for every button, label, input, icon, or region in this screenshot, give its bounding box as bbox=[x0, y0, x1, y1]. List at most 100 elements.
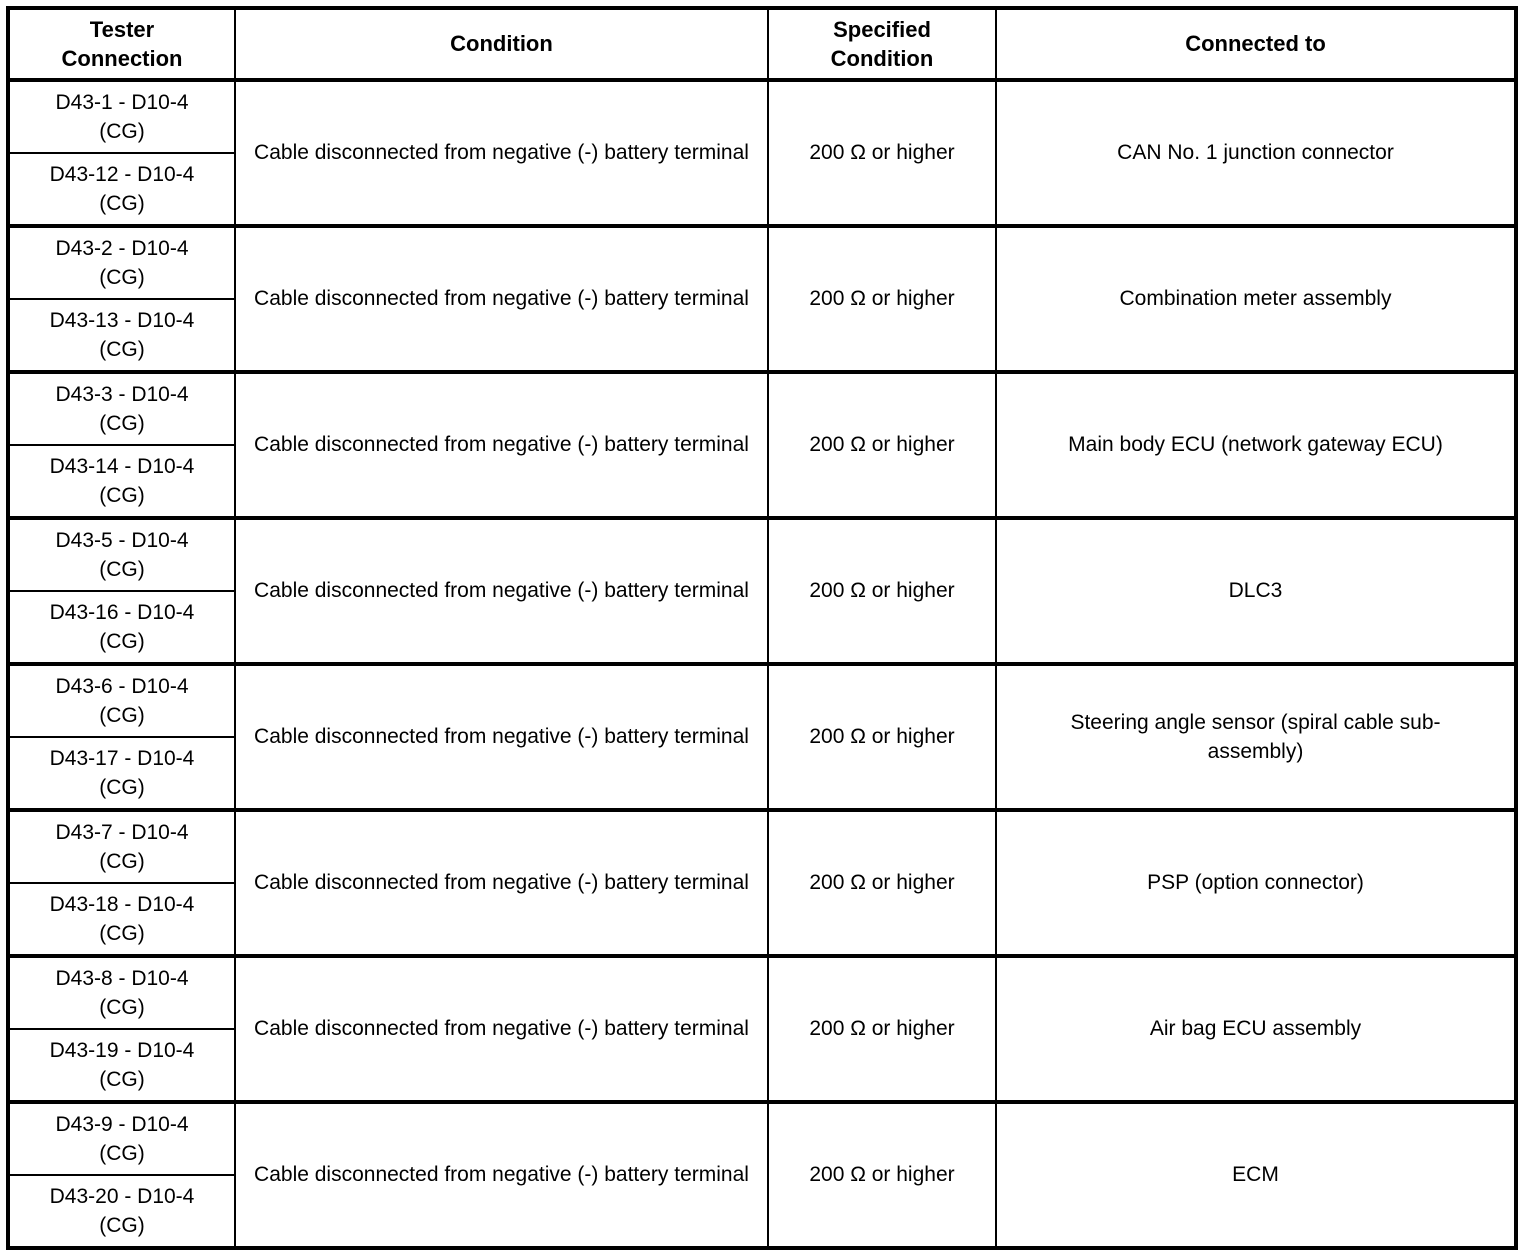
specified-condition-value: 200 Ω or higher bbox=[809, 871, 955, 895]
header-specified-condition: Specified Condition bbox=[767, 6, 997, 82]
condition-value: Cable disconnected from negative (-) bat… bbox=[254, 141, 749, 165]
tester-connection-cell: D43-3 - D10-4 (CG) bbox=[7, 370, 236, 446]
condition-cell: Cable disconnected from negative (-) bat… bbox=[234, 370, 769, 519]
table-body: D43-1 - D10-4 (CG) Cable disconnected from… bbox=[7, 78, 1517, 1249]
specified-condition-cell: 200 Ω or higher bbox=[767, 1100, 997, 1249]
tester-connection-cg: (CG) bbox=[99, 922, 145, 945]
tester-connection-pins: D43-18 - D10-4 bbox=[49, 892, 195, 916]
condition-cell: Cable disconnected from negative (-) bat… bbox=[234, 662, 769, 811]
tester-connection-pins: D43-9 - D10-4 bbox=[55, 1112, 189, 1136]
tester-connection-pins: D43-6 - D10-4 bbox=[55, 674, 189, 698]
condition-cell: Cable disconnected from negative (-) bat… bbox=[234, 954, 769, 1103]
connected-to-value: Air bag ECU assembly bbox=[1149, 1017, 1362, 1041]
tester-connection-cg: (CG) bbox=[99, 484, 145, 507]
specified-condition-cell: 200 Ω or higher bbox=[767, 224, 997, 373]
specified-condition-cell: 200 Ω or higher bbox=[767, 954, 997, 1103]
tester-connection-pins: D43-7 - D10-4 bbox=[55, 820, 189, 844]
table-header: Tester Connection Condition Specified Co… bbox=[7, 6, 1517, 82]
table-row: D43-2 - D10-4 (CG) Cable disconnected from… bbox=[7, 224, 1517, 373]
specified-condition-value: 200 Ω or higher bbox=[809, 1017, 955, 1041]
connected-to-value: Main body ECU (network gateway ECU) bbox=[1068, 433, 1443, 457]
specified-condition-value: 200 Ω or higher bbox=[809, 287, 955, 311]
specified-condition-value: 200 Ω or higher bbox=[809, 433, 955, 457]
table-row: D43-16 - D10-4 (CG) bbox=[7, 590, 1516, 665]
tester-connection-cell: D43-1 - D10-4 (CG) bbox=[7, 78, 236, 154]
tester-connection-pins: D43-13 - D10-4 bbox=[49, 308, 195, 332]
specified-condition-cell: 200 Ω or higher bbox=[767, 662, 997, 811]
tester-connection-cell: D43-18 - D10-4 (CG) bbox=[7, 882, 236, 957]
tester-connection-cg: (CG) bbox=[99, 1214, 145, 1237]
tester-connection-pins: D43-16 - D10-4 bbox=[49, 600, 195, 624]
tester-connection-pins: D43-1 - D10-4 bbox=[55, 90, 189, 114]
tester-connection-cell: D43-19 - D10-4 (CG) bbox=[7, 1028, 236, 1103]
tester-connection-cg: (CG) bbox=[99, 1068, 145, 1091]
connected-to-value: Steering angle sensor (spiral cable sub-… bbox=[1070, 710, 1441, 763]
tester-connection-cell: D43-9 - D10-4 (CG) bbox=[7, 1100, 236, 1176]
table-row: D43-3 - D10-4 (CG) Cable disconnected from… bbox=[7, 370, 1517, 519]
condition-cell: Cable disconnected from negative (-) bat… bbox=[234, 808, 769, 957]
tester-connection-cell: D43-7 - D10-4 (CG) bbox=[7, 808, 236, 884]
tester-connection-cell: D43-14 - D10-4 (CG) bbox=[7, 444, 236, 519]
header-condition: Condition bbox=[234, 6, 769, 82]
table-row: D43-18 - D10-4 (CG) bbox=[7, 882, 1516, 957]
tester-connection-pins: D43-5 - D10-4 bbox=[55, 528, 189, 552]
connected-to-cell: PSP (option connector) bbox=[995, 808, 1517, 957]
header-row: Tester Connection Condition Specified Co… bbox=[7, 6, 1517, 82]
tester-connection-pins: D43-20 - D10-4 bbox=[49, 1184, 195, 1208]
header-condition-label: Condition bbox=[450, 31, 553, 57]
tester-connection-pins: D43-14 - D10-4 bbox=[49, 454, 195, 478]
specified-condition-value: 200 Ω or higher bbox=[809, 1163, 955, 1187]
tester-connection-cell: D43-17 - D10-4 (CG) bbox=[7, 736, 236, 811]
tester-connection-spec-table: Tester Connection Condition Specified Co… bbox=[6, 6, 1518, 1250]
table-row: D43-20 - D10-4 (CG) bbox=[7, 1174, 1516, 1249]
header-connected-to: Connected to bbox=[995, 6, 1517, 82]
condition-cell: Cable disconnected from negative (-) bat… bbox=[234, 516, 769, 665]
table-row: D43-6 - D10-4 (CG) Cable disconnected from… bbox=[7, 662, 1517, 811]
connected-to-value: Combination meter assembly bbox=[1119, 287, 1392, 311]
tester-connection-cg: (CG) bbox=[99, 558, 145, 581]
tester-connection-cg: (CG) bbox=[99, 120, 145, 143]
specified-condition-cell: 200 Ω or higher bbox=[767, 516, 997, 665]
tester-connection-cell: D43-6 - D10-4 (CG) bbox=[7, 662, 236, 738]
condition-value: Cable disconnected from negative (-) bat… bbox=[254, 433, 749, 457]
table-row: D43-7 - D10-4 (CG) Cable disconnected from… bbox=[7, 808, 1517, 957]
condition-value: Cable disconnected from negative (-) bat… bbox=[254, 1017, 749, 1041]
tester-connection-cell: D43-20 - D10-4 (CG) bbox=[7, 1174, 236, 1249]
tester-connection-cg: (CG) bbox=[99, 266, 145, 289]
condition-cell: Cable disconnected from negative (-) bat… bbox=[234, 1100, 769, 1249]
tester-connection-cg: (CG) bbox=[99, 338, 145, 361]
tester-connection-cg: (CG) bbox=[99, 1142, 145, 1165]
table-row: D43-14 - D10-4 (CG) bbox=[7, 444, 1516, 519]
condition-cell: Cable disconnected from negative (-) bat… bbox=[234, 224, 769, 373]
table-row: D43-5 - D10-4 (CG) Cable disconnected from… bbox=[7, 516, 1517, 665]
header-specified-condition-label: Specified Condition bbox=[830, 16, 934, 71]
tester-connection-cell: D43-2 - D10-4 (CG) bbox=[7, 224, 236, 300]
specified-condition-value: 200 Ω or higher bbox=[809, 579, 955, 603]
tester-connection-cell: D43-13 - D10-4 (CG) bbox=[7, 298, 236, 373]
table-row: D43-1 - D10-4 (CG) Cable disconnected from… bbox=[7, 78, 1517, 227]
connected-to-cell: Combination meter assembly bbox=[995, 224, 1517, 373]
tester-connection-pins: D43-8 - D10-4 bbox=[55, 966, 189, 990]
header-connected-to-label: Connected to bbox=[1185, 31, 1326, 57]
connected-to-cell: Air bag ECU assembly bbox=[995, 954, 1517, 1103]
tester-connection-cell: D43-12 - D10-4 (CG) bbox=[7, 152, 236, 227]
specified-condition-value: 200 Ω or higher bbox=[809, 141, 955, 165]
tester-connection-cell: D43-16 - D10-4 (CG) bbox=[7, 590, 236, 665]
tester-connection-cg: (CG) bbox=[99, 192, 145, 215]
tester-connection-cg: (CG) bbox=[99, 850, 145, 873]
tester-connection-pins: D43-17 - D10-4 bbox=[49, 746, 195, 770]
table-row: D43-12 - D10-4 (CG) bbox=[7, 152, 1516, 227]
tester-connection-cg: (CG) bbox=[99, 704, 145, 727]
table-row: D43-9 - D10-4 (CG) Cable disconnected from… bbox=[7, 1100, 1517, 1249]
tester-connection-cg: (CG) bbox=[99, 776, 145, 799]
tester-connection-cg: (CG) bbox=[99, 412, 145, 435]
tester-connection-cell: D43-5 - D10-4 (CG) bbox=[7, 516, 236, 592]
table-row: D43-8 - D10-4 (CG) Cable disconnected from… bbox=[7, 954, 1517, 1103]
connected-to-cell: ECM bbox=[995, 1100, 1517, 1249]
table-row: D43-19 - D10-4 (CG) bbox=[7, 1028, 1516, 1103]
tester-connection-pins: D43-19 - D10-4 bbox=[49, 1038, 195, 1062]
tester-connection-pins: D43-2 - D10-4 bbox=[55, 236, 189, 260]
specified-condition-cell: 200 Ω or higher bbox=[767, 808, 997, 957]
condition-value: Cable disconnected from negative (-) bat… bbox=[254, 871, 749, 895]
condition-value: Cable disconnected from negative (-) bat… bbox=[254, 725, 749, 749]
